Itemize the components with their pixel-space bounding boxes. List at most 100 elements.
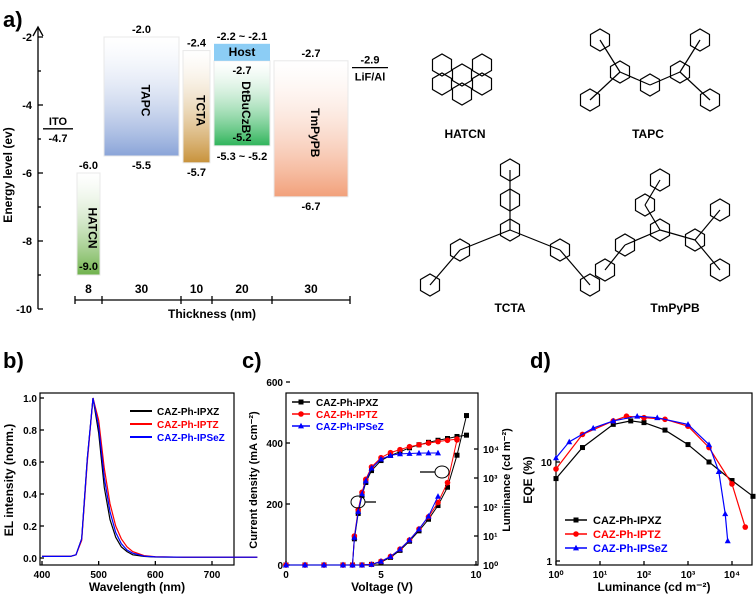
tcta-structure-bond: [459, 229, 511, 251]
y-axis-title-b: EL intensity (norm.): [2, 424, 16, 536]
homo-lumo-label: -5.7: [187, 167, 206, 179]
eqe-line-caz-ph-ipxz: [555, 420, 754, 497]
lv-marker: [378, 455, 384, 462]
layer-hatcn: [76, 172, 101, 276]
eqe-marker: [654, 414, 661, 421]
x-tick-label-b: 700: [204, 570, 221, 581]
tapc-structure-bond: [619, 71, 651, 86]
eqe-marker: [742, 524, 749, 530]
tmpypb-structure-bond: [624, 229, 661, 246]
lv-marker: [369, 468, 374, 474]
y-tick-label-b: 0.4: [23, 490, 37, 501]
eqe-marker: [566, 438, 573, 445]
hatcn-structure-ring: [451, 63, 473, 87]
eqe-marker: [722, 510, 729, 517]
lv-marker: [444, 437, 451, 444]
lv-marker: [321, 561, 327, 568]
x-tick-label-d: 10¹: [593, 570, 608, 581]
legend-label-c: CAZ-Ph-IPSeZ: [316, 422, 384, 433]
lv-marker: [283, 561, 289, 568]
lv-marker: [340, 561, 346, 568]
y-axis-title-c: Current density (mA cm⁻²): [248, 411, 260, 549]
tapc-structure-ring: [589, 28, 611, 52]
lv-marker: [435, 438, 441, 445]
lv-marker: [349, 561, 356, 568]
y-tick-label: -10: [16, 304, 32, 316]
y-tick-label-c: 600: [266, 378, 283, 389]
layer-host: [214, 43, 270, 61]
lv-marker: [416, 441, 422, 448]
x-axis-title-a: Thickness (nm): [168, 307, 256, 321]
thickness-label: 8: [85, 282, 92, 296]
legend-label-d: CAZ-Ph-IPSeZ: [593, 543, 668, 555]
legend-label-c: CAZ-Ph-IPXZ: [316, 398, 378, 409]
host-homo-label: -5.3 ~ -5.2: [217, 151, 267, 163]
jv-marker: [454, 452, 460, 458]
eqe-marker: [628, 418, 634, 424]
legend-label-b: CAZ-Ph-IPTZ: [157, 420, 219, 431]
eqe-marker: [729, 481, 735, 487]
curve-indicator-circle-lum: [350, 495, 366, 509]
x-tick-label-c: 0: [283, 570, 289, 581]
jv-marker: [444, 479, 451, 486]
eqe-marker: [705, 441, 712, 447]
y-tick-label: -2: [22, 32, 32, 44]
jv-marker: [406, 536, 413, 543]
jv-marker: [464, 413, 469, 419]
tmpypb-structure-ring: [709, 198, 731, 222]
thickness-label: 30: [304, 282, 318, 296]
y-tick-label-b: 0.6: [23, 458, 37, 469]
legend-marker: [298, 422, 304, 429]
lv-marker: [464, 432, 469, 438]
layer-name-tapc: TAPC: [139, 85, 153, 117]
lv-marker: [406, 443, 413, 450]
electrode-label: -4.7: [49, 133, 68, 145]
tcta-structure-bond: [509, 229, 561, 251]
tcta-structure-ring: [499, 188, 521, 212]
lv-marker: [397, 446, 403, 453]
eqe-marker: [685, 421, 691, 427]
y-tick-label-c: 200: [266, 500, 283, 511]
eqe-marker: [553, 454, 559, 461]
homo-lumo-label: -5.5: [132, 160, 151, 172]
eqe-marker: [590, 424, 597, 431]
jv-marker: [445, 484, 450, 490]
y2-tick-label-c: 10¹: [483, 532, 498, 543]
lv-marker: [359, 490, 365, 497]
lv-marker: [425, 440, 432, 446]
eqe-marker: [579, 445, 585, 451]
legend-label-c: CAZ-Ph-IPTZ: [316, 410, 378, 421]
homo-lumo-label: -9.0: [79, 261, 98, 273]
y-tick-label: -8: [22, 236, 32, 248]
y-tick-label: -4: [22, 100, 33, 112]
layer-name-dtbuczb: DtBuCzB: [239, 81, 253, 133]
tmpypb-structure-ring: [614, 233, 636, 257]
y2-tick-label-c: 10³: [483, 474, 498, 485]
tmpypb-structure-ring: [709, 258, 731, 282]
tapc-structure-ring: [639, 73, 661, 97]
jv-marker: [397, 545, 403, 552]
tcta-structure-bond: [429, 249, 461, 286]
eqe-line-caz-ph-iptz: [555, 415, 746, 528]
lv-marker: [387, 452, 394, 458]
lv-marker: [406, 450, 413, 456]
legend-marker: [573, 517, 579, 523]
y-tick-label: -6: [22, 168, 32, 180]
lv-marker: [351, 534, 358, 540]
host-lumo-label: -2.2 ~ -2.1: [217, 31, 267, 43]
molecule-label-tcta: TCTA: [494, 301, 525, 315]
hatcn-structure-ring: [451, 82, 473, 106]
lv-marker: [435, 449, 441, 456]
lv-marker: [397, 450, 403, 457]
molecule-label-tmpypb: TmPyPB: [650, 301, 700, 315]
jv-marker: [368, 561, 375, 567]
plot-frame-b: [39, 392, 235, 566]
jv-marker: [416, 525, 422, 532]
legend-marker: [298, 411, 304, 417]
tapc-structure-ring: [579, 88, 601, 112]
tcta-structure-bond: [559, 249, 591, 286]
panel-label-c: c): [242, 348, 262, 373]
tapc-structure-bond: [589, 71, 621, 101]
tapc-structure-bond: [649, 71, 681, 86]
hatcn-structure-ring: [431, 53, 453, 77]
